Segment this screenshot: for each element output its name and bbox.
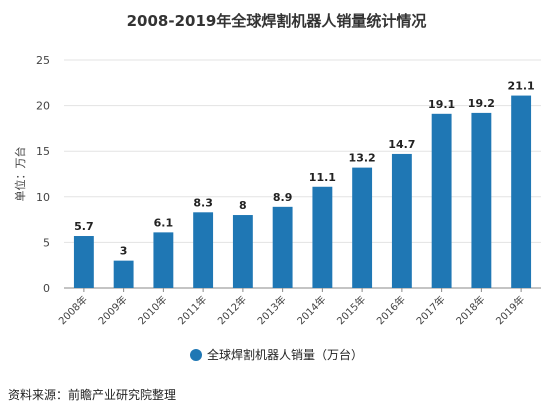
x-tick-label: 2011年 (175, 293, 209, 327)
y-axis-label: 单位：万台 (13, 147, 27, 202)
bar (391, 153, 412, 288)
x-tick-label: 2015年 (334, 293, 368, 327)
data-label: 8 (239, 199, 247, 212)
legend: 全球焊割机器人销量（万台） (0, 346, 553, 363)
x-tick-label: 2013年 (254, 293, 288, 327)
bar (73, 236, 94, 288)
bar (193, 212, 214, 288)
x-tick-label: 2017年 (413, 293, 447, 327)
y-tick-label: 5 (43, 236, 50, 249)
data-label: 19.2 (468, 97, 495, 110)
bar (511, 95, 532, 289)
x-tick-label: 2009年 (95, 293, 129, 327)
data-label: 5.7 (74, 220, 94, 233)
data-label: 8.3 (193, 196, 213, 209)
source-note: 资料来源：前瞻产业研究院整理 (8, 388, 177, 402)
bar (232, 215, 253, 288)
x-tick-label: 2010年 (135, 293, 169, 327)
x-tick-label: 2019年 (493, 293, 527, 327)
data-label: 21.1 (508, 80, 535, 93)
bar (471, 112, 492, 288)
legend-marker (189, 348, 202, 361)
legend-label: 全球焊割机器人销量（万台） (206, 348, 363, 362)
data-labels: 5.7 3 6.1 8.3 8 8.9 11.1 13.2 14.7 19.1 19.2 21.1 (74, 80, 535, 258)
x-tick-label: 2014年 (294, 293, 328, 327)
data-label: 6.1 (154, 216, 174, 229)
bar (153, 232, 174, 288)
chart-title: 2008-2019年全球焊割机器人销量统计情况 (126, 12, 427, 30)
data-label: 19.1 (428, 98, 455, 111)
data-label: 14.7 (388, 138, 415, 151)
x-tick-label: 2016年 (374, 293, 408, 327)
y-tick-label: 15 (36, 145, 50, 158)
bar (352, 167, 373, 288)
data-label: 13.2 (349, 152, 376, 165)
data-label: 8.9 (273, 191, 293, 204)
y-tick-label: 25 (36, 54, 50, 67)
y-tick-label: 20 (36, 100, 50, 113)
data-label: 3 (120, 245, 128, 258)
bar (113, 260, 134, 288)
bar (312, 186, 333, 288)
x-tick-label: 2018年 (453, 293, 487, 327)
y-tick-label: 10 (36, 191, 50, 204)
bar (272, 206, 293, 288)
x-tick-label: 2008年 (56, 293, 90, 327)
bars (73, 95, 532, 289)
x-tick-label: 2012年 (215, 293, 249, 327)
y-tick-label: 0 (43, 282, 50, 295)
gridlines (64, 59, 541, 289)
data-label: 11.1 (309, 171, 336, 184)
bar (431, 113, 452, 288)
